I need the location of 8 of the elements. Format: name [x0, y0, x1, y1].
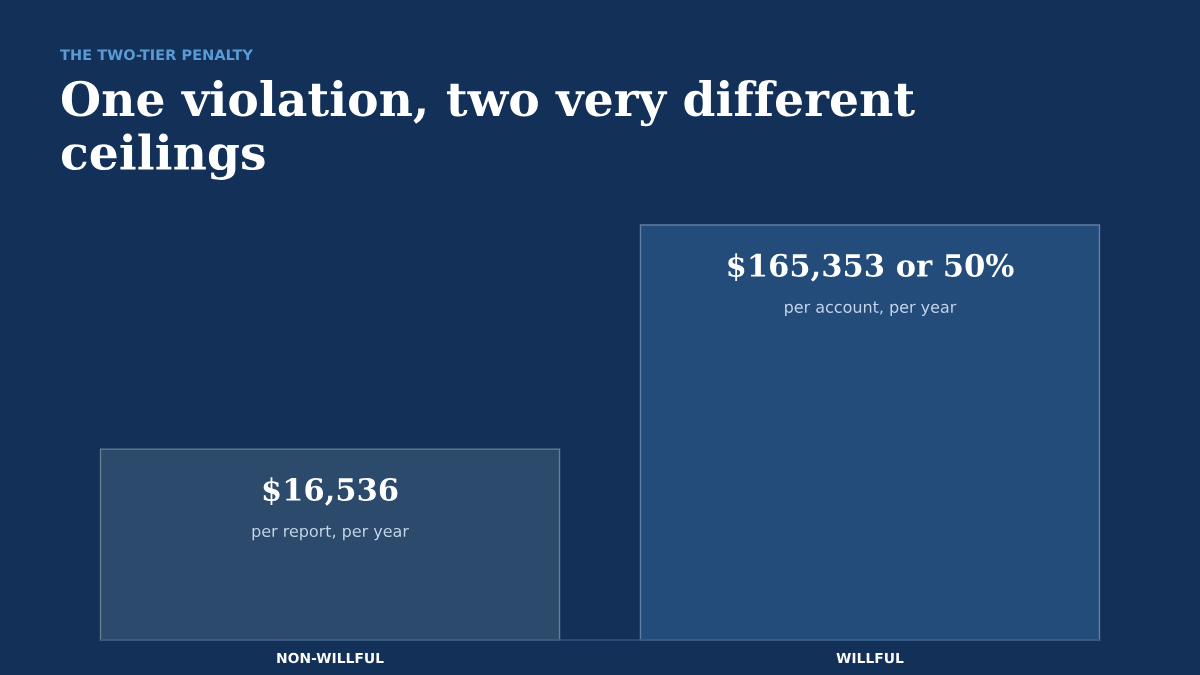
x-tick-label: NON-WILLFUL	[277, 652, 384, 664]
chart-subtitle: THE TWO-TIER PENALTY	[60, 49, 254, 61]
annotation: per account, per year	[785, 301, 957, 317]
chart-title: One violation, two very different ceilings	[61, 80, 915, 180]
annotation: $165,353 or 50%	[728, 253, 1014, 282]
x-tick-label: WILLFUL	[836, 652, 904, 664]
annotation: $16,536	[263, 477, 398, 506]
annotation: per report, per year	[252, 525, 409, 541]
